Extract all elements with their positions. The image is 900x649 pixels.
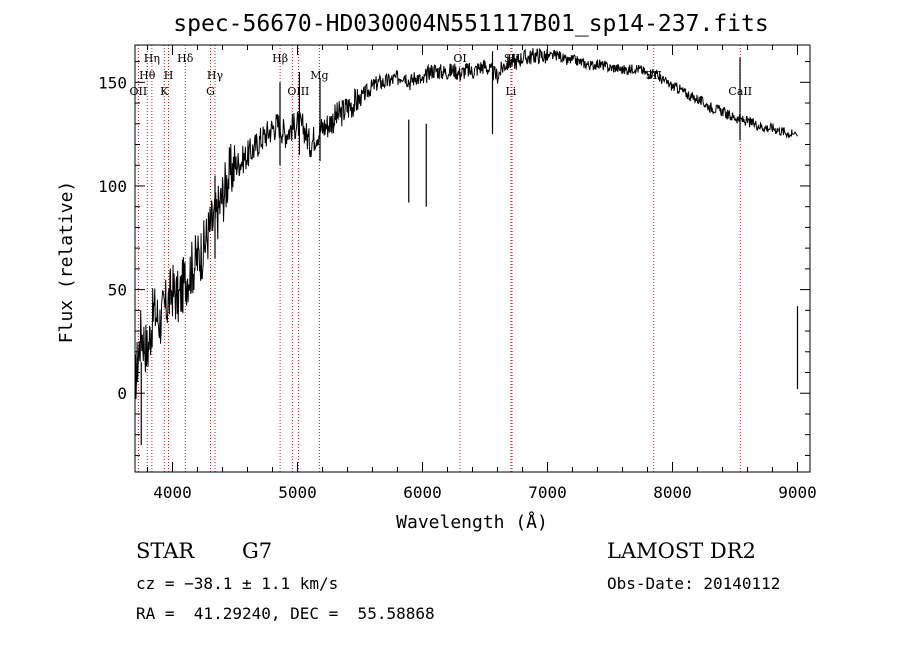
x-tick-label: 6000: [403, 483, 442, 502]
redshift-info: cz = −38.1 ± 1.1 km/s: [136, 574, 339, 593]
line-label: Mg: [310, 69, 328, 82]
line-label: OI: [453, 52, 466, 65]
chart-title: spec-56670-HD030004N551117B01_sp14-237.f…: [173, 11, 768, 37]
y-axis-label: Flux (relative): [56, 181, 77, 344]
observation-date: Obs-Date: 20140112: [607, 574, 781, 593]
coordinates: RA = 41.29240, DEC = 55.58868: [136, 604, 435, 623]
plot-frame: [134, 44, 811, 473]
line-label: OII: [130, 85, 148, 98]
line-label: Hη: [144, 52, 160, 65]
line-label: OIII: [287, 85, 309, 98]
line-label: Hθ: [139, 69, 156, 82]
line-label: K: [160, 85, 169, 98]
emission-line-markers: OIIHθHηKHHδGHγHβOIIIMgOILiSIISIICaII: [130, 45, 752, 472]
y-tick-label: 100: [98, 177, 127, 196]
x-axis-label: Wavelength (Å): [396, 511, 548, 533]
line-label: Li: [505, 85, 516, 98]
x-tick-label: 4000: [153, 483, 192, 502]
object-class: STAR: [136, 539, 195, 563]
spectrum-series-line: [134, 47, 798, 400]
line-label: Hβ: [272, 52, 288, 65]
survey-name: LAMOST DR2: [607, 539, 756, 563]
y-tick-label: 0: [117, 384, 127, 403]
line-label: Hγ: [207, 69, 224, 82]
x-tick-label: 9000: [778, 483, 817, 502]
x-tick-label: 8000: [653, 483, 692, 502]
object-subclass: G7: [242, 539, 273, 563]
y-tick-label: 50: [108, 281, 127, 300]
line-label: H: [164, 69, 174, 82]
x-tick-label: 5000: [278, 483, 317, 502]
x-tick-label: 7000: [528, 483, 567, 502]
axis-ticks: 4000 5000 6000 7000 8000 9000 0 50 100 150: [98, 45, 817, 502]
line-label: Hδ: [177, 52, 194, 65]
y-tick-label: 150: [98, 73, 127, 92]
line-label: G: [206, 85, 215, 98]
absorption-spikes: [140, 51, 799, 446]
